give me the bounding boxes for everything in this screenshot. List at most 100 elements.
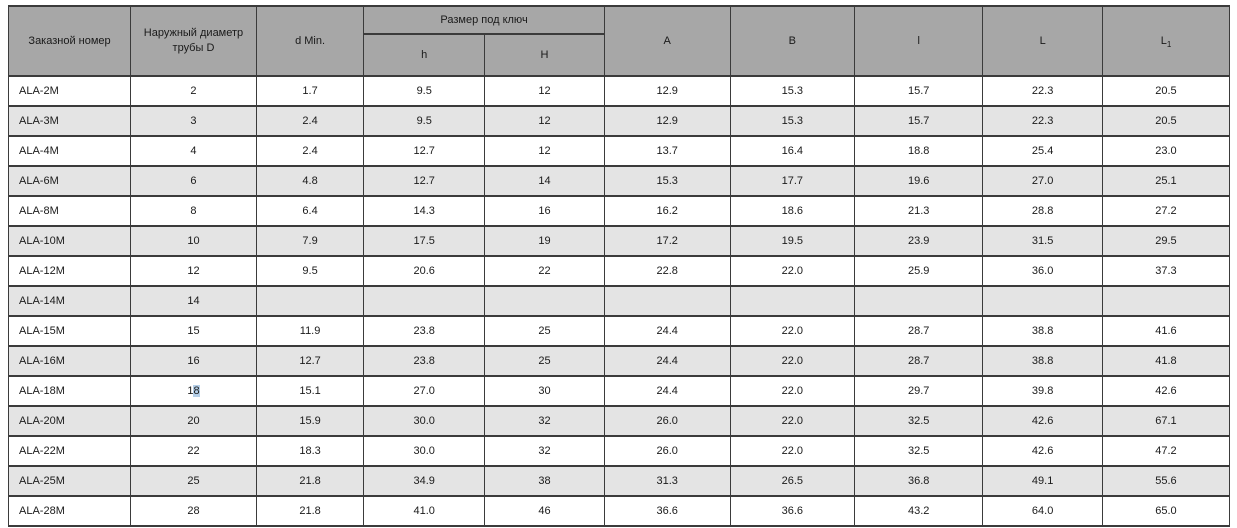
value-cell: 25.9: [854, 255, 984, 287]
table-row: ALA-28M 28 21.8 41.0 46 36.6 36.6 43.2 64.0 65.0: [7, 495, 1231, 527]
value-cell: 23.0: [1101, 135, 1231, 167]
value-cell: 22.3: [982, 75, 1103, 107]
table-row: ALA-22M 22 18.3 30.0 32 26.0 22.0 32.5 42.6 47.2: [7, 435, 1231, 467]
value-cell: 26.5: [729, 465, 856, 497]
value-cell: 36.8: [854, 465, 984, 497]
value-cell: 29.7: [854, 375, 984, 407]
value-cell: 43.2: [854, 495, 984, 527]
table-row: ALA-10M 10 7.9 17.5 19 17.2 19.5 23.9 31.5 29.5: [7, 225, 1231, 257]
value-cell: 39.8: [982, 375, 1103, 407]
table-header: Заказной номер Наружный диаметр трубы D …: [7, 5, 1231, 77]
col-header-outer-diameter: Наружный диаметр трубы D: [130, 5, 257, 77]
value-cell: 14.3: [363, 195, 486, 227]
order-number-cell: ALA-18M: [7, 375, 132, 407]
col-header-b: B: [729, 5, 856, 77]
value-cell: 12.7: [363, 135, 486, 167]
value-cell: 32.5: [854, 435, 984, 467]
l1-label: L: [1160, 34, 1167, 47]
value-cell: 12: [484, 105, 605, 137]
value-cell: [982, 285, 1103, 317]
value-cell: 9.5: [255, 255, 365, 287]
table-row: ALA-18M 18 15.1 27.0 30 24.4 22.0 29.7 39.8 42.6: [7, 375, 1231, 407]
value-cell: 29.5: [1101, 225, 1231, 257]
table-row: ALA-2M 2 1.7 9.5 12 12.9 15.3 15.7 22.3 20.5: [7, 75, 1231, 107]
value-cell: 26.0: [603, 435, 731, 467]
order-number-cell: ALA-22M: [7, 435, 132, 467]
value-cell: 25: [484, 315, 605, 347]
value-cell: 11.9: [255, 315, 365, 347]
value-cell: 15.3: [729, 105, 856, 137]
value-cell: 22.0: [729, 435, 856, 467]
value-cell: 16: [130, 345, 257, 377]
value-cell: [484, 285, 605, 317]
col-header-d-min: d Min.: [255, 5, 365, 77]
table-row: ALA-12M 12 9.5 20.6 22 22.8 22.0 25.9 36.0 37.3: [7, 255, 1231, 287]
value-cell: 22.0: [729, 375, 856, 407]
value-cell: 15.9: [255, 405, 365, 437]
value-cell: 19.5: [729, 225, 856, 257]
col-header-wrench-size-group: Размер под ключ: [363, 5, 605, 35]
value-cell: 25.1: [1101, 165, 1231, 197]
value-cell: 32: [484, 435, 605, 467]
value-cell: 6: [130, 165, 257, 197]
value-cell: 67.1: [1101, 405, 1231, 437]
col-header-h-small: h: [363, 33, 486, 77]
value-cell: 49.1: [982, 465, 1103, 497]
value-cell: 2.4: [255, 105, 365, 137]
value-cell: 55.6: [1101, 465, 1231, 497]
value-cell: 27.2: [1101, 195, 1231, 227]
table-row: ALA-20M 20 15.9 30.0 32 26.0 22.0 32.5 42.6 67.1: [7, 405, 1231, 437]
value-cell: 30: [484, 375, 605, 407]
value-cell: 21.8: [255, 495, 365, 527]
value-cell: [363, 285, 486, 317]
value-cell: [854, 285, 984, 317]
col-header-order-number: Заказной номер: [7, 5, 132, 77]
value-cell: 38.8: [982, 315, 1103, 347]
value-cell: 19.6: [854, 165, 984, 197]
value-cell: 8: [130, 195, 257, 227]
value-cell: 15.3: [729, 75, 856, 107]
value-cell: 18.3: [255, 435, 365, 467]
value-cell: 18.6: [729, 195, 856, 227]
value-cell: 14: [484, 165, 605, 197]
value-cell: [255, 285, 365, 317]
value-cell: 6.4: [255, 195, 365, 227]
value-cell: 25.4: [982, 135, 1103, 167]
value-cell: 38.8: [982, 345, 1103, 377]
value-cell: 15.3: [603, 165, 731, 197]
order-number-cell: ALA-25M: [7, 465, 132, 497]
value-cell: 22.0: [729, 405, 856, 437]
table-row: ALA-16M 16 12.7 23.8 25 24.4 22.0 28.7 38.8 41.8: [7, 345, 1231, 377]
order-number-cell: ALA-20M: [7, 405, 132, 437]
value-cell: 64.0: [982, 495, 1103, 527]
value-cell: 17.7: [729, 165, 856, 197]
value-cell: 4.8: [255, 165, 365, 197]
value-cell: 28.8: [982, 195, 1103, 227]
value-cell: 2.4: [255, 135, 365, 167]
order-number-cell: ALA-14M: [7, 285, 132, 317]
value-cell: 22.8: [603, 255, 731, 287]
value-cell: 3: [130, 105, 257, 137]
value-cell: 24.4: [603, 345, 731, 377]
value-cell: 15.1: [255, 375, 365, 407]
value-cell: 14: [130, 285, 257, 317]
value-cell: 12.9: [603, 75, 731, 107]
value-cell: 42.6: [1101, 375, 1231, 407]
value-cell: 2: [130, 75, 257, 107]
value-cell: 36.6: [603, 495, 731, 527]
value-cell: 12.7: [255, 345, 365, 377]
value-cell: 27.0: [363, 375, 486, 407]
order-number-cell: ALA-10M: [7, 225, 132, 257]
col-header-a: A: [603, 5, 731, 77]
value-cell: 41.6: [1101, 315, 1231, 347]
value-cell: 17.2: [603, 225, 731, 257]
value-cell: 1.7: [255, 75, 365, 107]
value-cell: 19: [484, 225, 605, 257]
header-sub-row: h H: [9, 33, 1230, 77]
value-cell: 22.0: [729, 345, 856, 377]
value-cell: 42.6: [982, 405, 1103, 437]
value-cell: 20.5: [1101, 105, 1231, 137]
value-cell: [603, 285, 731, 317]
value-cell: 21.8: [255, 465, 365, 497]
col-header-h-big: H: [484, 33, 605, 77]
